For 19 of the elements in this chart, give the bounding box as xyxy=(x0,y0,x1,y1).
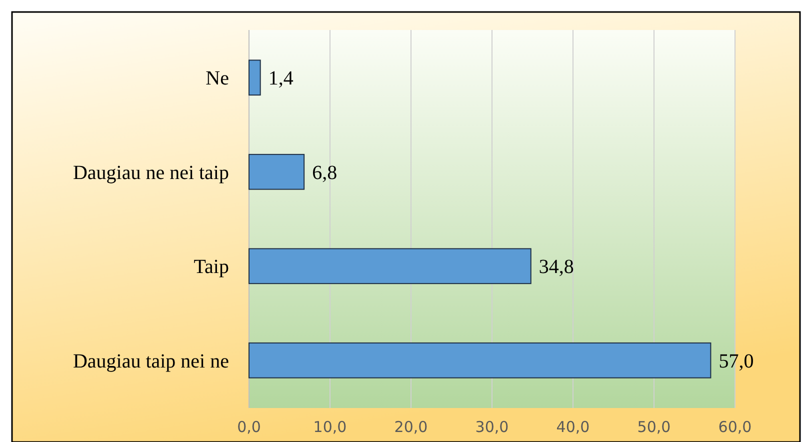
x-tick-label: 50,0 xyxy=(637,418,671,436)
y-tick-label: Daugiau ne nei taip xyxy=(72,162,229,184)
data-label: 6,8 xyxy=(312,162,338,184)
x-tick-label: 20,0 xyxy=(394,418,428,436)
y-tick-label: Ne xyxy=(206,68,230,90)
x-tick-label: 0,0 xyxy=(237,418,261,436)
bar xyxy=(248,342,712,378)
x-tick-label: 10,0 xyxy=(313,418,347,436)
x-tick-label: 30,0 xyxy=(475,418,509,436)
y-tick-label: Taip xyxy=(194,256,229,278)
data-label: 57,0 xyxy=(718,350,754,372)
x-tick-label: 60,0 xyxy=(718,418,752,436)
bar xyxy=(248,248,532,284)
data-label: 1,4 xyxy=(268,68,294,90)
bar xyxy=(248,60,261,96)
data-label: 34,8 xyxy=(538,256,574,278)
y-tick-label: Daugiau taip nei ne xyxy=(72,350,230,372)
bar xyxy=(248,154,305,190)
x-tick-label: 40,0 xyxy=(556,418,590,436)
